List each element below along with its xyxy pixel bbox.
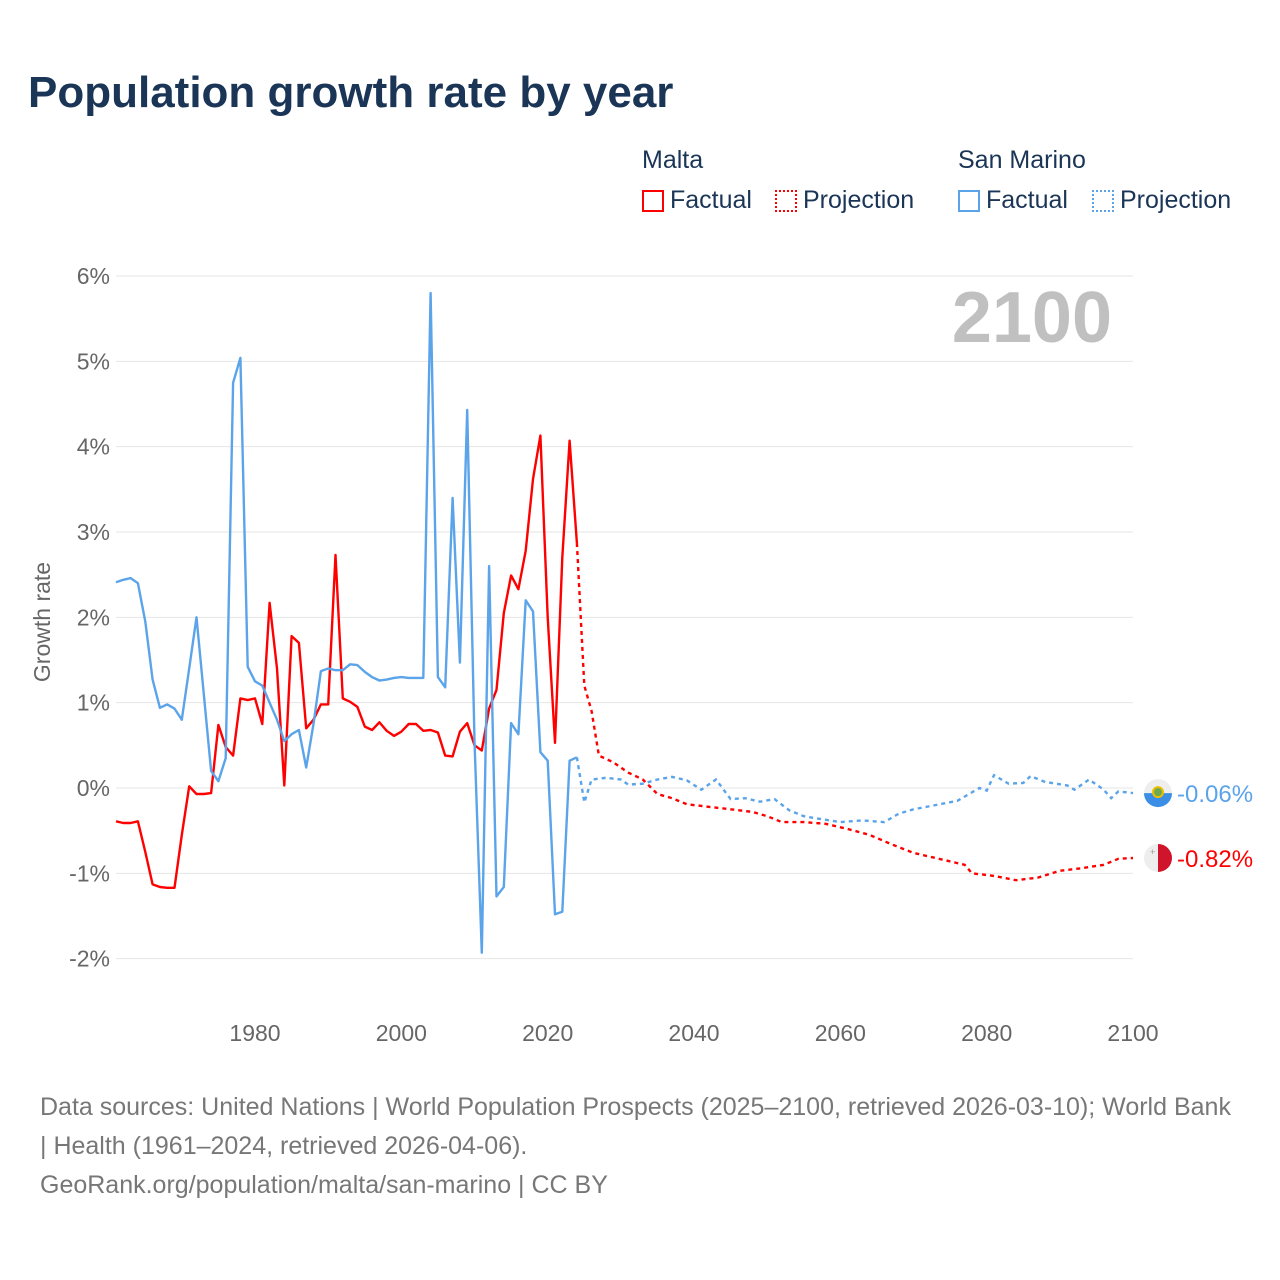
legend-malta-projection[interactable]: Projection <box>775 186 914 215</box>
x-tick-label: 2020 <box>522 1020 573 1046</box>
y-tick-label: 0% <box>77 775 110 801</box>
year-watermark: 2100 <box>952 278 1112 358</box>
san-marino-end-label: -0.06% <box>1177 781 1253 808</box>
x-tick-label: 2040 <box>668 1020 719 1046</box>
legend-swatch-dotted <box>1092 189 1114 212</box>
coat-of-arms <box>1152 786 1164 799</box>
y-tick-label: 4% <box>77 434 110 460</box>
line-chart: 6% 5% 4% 3% 2% 1% 0% -1% -2% 1980 2000 2020 2040 2060… <box>29 263 1253 1046</box>
flag-blue-half <box>1144 793 1172 808</box>
x-tick-label: 1980 <box>229 1020 280 1046</box>
malta-end-label: -0.82% <box>1177 846 1253 873</box>
y-tick-label: 6% <box>77 263 110 289</box>
legend-label: Factual <box>670 186 752 214</box>
x-tick-label: 2100 <box>1107 1020 1158 1046</box>
legend-group-malta: Malta <box>642 146 704 174</box>
x-tick-label: 2060 <box>815 1020 866 1046</box>
san-marino-factual-line <box>115 291 578 954</box>
legend-swatch-solid <box>642 189 664 212</box>
george-cross: + <box>1150 847 1155 857</box>
legend-malta-factual[interactable]: Factual <box>642 186 752 215</box>
malta-factual-line <box>115 434 579 889</box>
source-link[interactable]: GeoRank.org/population/malta/san-marino … <box>40 1171 608 1199</box>
legend-label: Projection <box>803 186 915 214</box>
y-tick-label: 1% <box>77 690 110 716</box>
legend-label: Factual <box>986 186 1068 214</box>
legend-swatch-dotted <box>775 189 797 212</box>
y-tick-label: -2% <box>69 946 110 972</box>
malta-flag-icon: + <box>1144 843 1172 872</box>
x-tick-label: 2080 <box>961 1020 1012 1046</box>
san-marino-projection-line <box>575 757 1134 824</box>
footer: Data sources: United Nations | World Pop… <box>40 1088 1240 1205</box>
y-tick-label: 2% <box>77 604 110 630</box>
x-tick-label: 2000 <box>376 1020 427 1046</box>
y-axis-label: Growth rate <box>29 562 55 682</box>
legend-san-marino-projection[interactable]: Projection <box>1092 186 1231 215</box>
y-tick-label: -1% <box>69 860 110 886</box>
y-tick-label: 3% <box>77 519 110 545</box>
legend-san-marino-factual[interactable]: Factual <box>958 186 1068 215</box>
y-tick-label: 5% <box>77 348 110 374</box>
legend-group-san-marino: San Marino <box>958 146 1086 174</box>
malta-projection-line <box>575 543 1134 882</box>
flag-red-half <box>1158 843 1172 872</box>
page-title: Population growth rate by year <box>28 68 674 117</box>
data-sources: Data sources: United Nations | World Pop… <box>40 1093 1231 1160</box>
legend-swatch-solid <box>958 189 980 212</box>
san-marino-flag-icon <box>1144 779 1172 808</box>
legend-label: Projection <box>1120 186 1232 214</box>
